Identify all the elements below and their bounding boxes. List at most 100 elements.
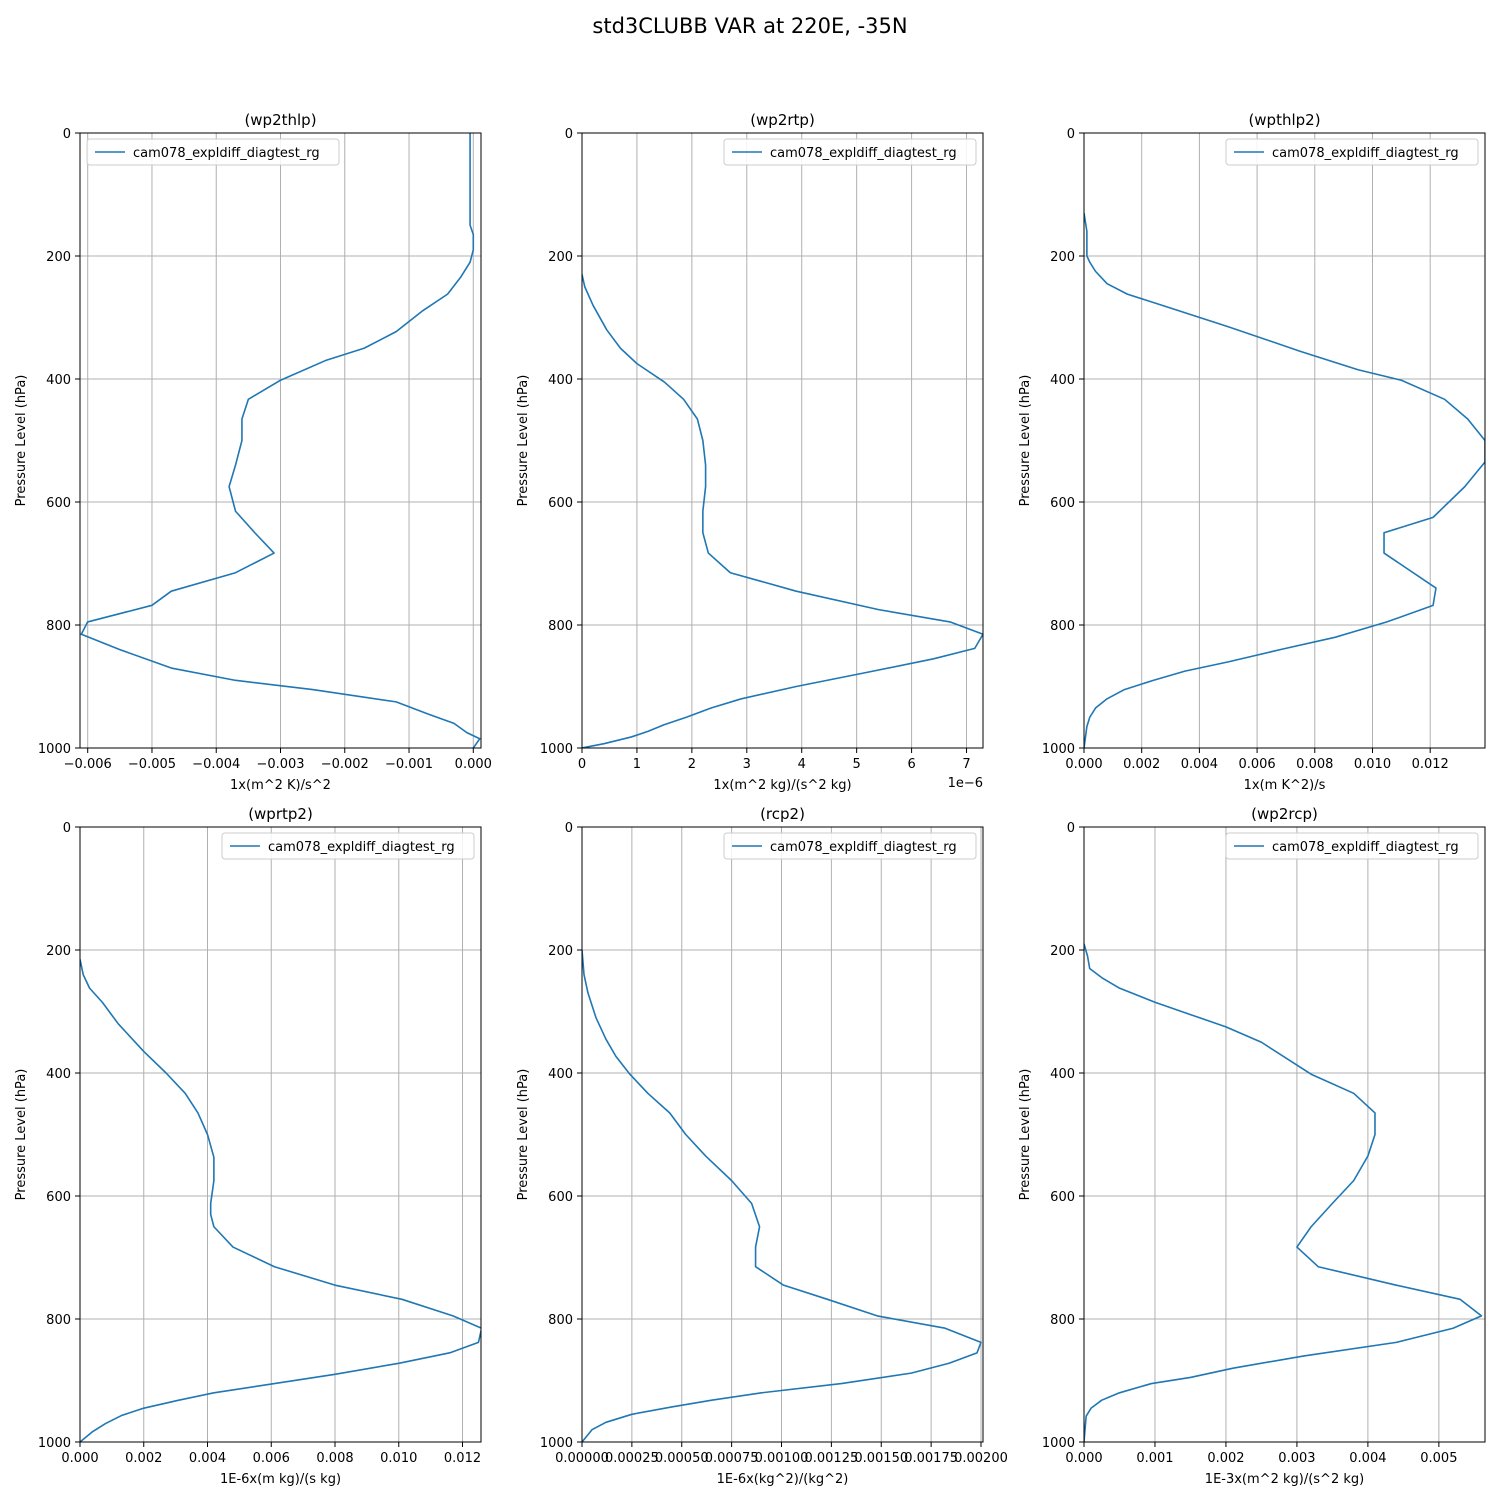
x-axis-label: 1E-6x(kg^2)/(kg^2) xyxy=(717,1472,849,1487)
x-tick-label: 0.006 xyxy=(1238,757,1275,772)
subplot-4: 0.000 0.002 0.004 0.006 0.008 0.010 0.012 0 200 4… xyxy=(14,805,482,1487)
y-axis-label: Pressure Level (hPa) xyxy=(1018,1069,1033,1201)
subplot-5: 0.000000.000250.000500.000750.001000.001… xyxy=(516,805,1008,1487)
y-tick-label: 0 xyxy=(565,821,573,836)
y-tick-label: 800 xyxy=(46,619,71,634)
x-tick-label: 0.00125 xyxy=(804,1451,858,1466)
y-axis-label: Pressure Level (hPa) xyxy=(14,375,29,507)
subplot-title: (rcp2) xyxy=(760,805,805,823)
axes-frame xyxy=(1083,132,1486,749)
x-tick-label: 0.004 xyxy=(1349,1451,1386,1466)
y-tick-label: 600 xyxy=(46,1190,71,1205)
subplot-title: (wpthlp2) xyxy=(1248,111,1320,129)
x-tick-label: 0.005 xyxy=(1420,1451,1457,1466)
y-tick-label: 800 xyxy=(1050,1313,1075,1328)
y-tick-label: 0 xyxy=(63,127,71,142)
y-tick-label: 1000 xyxy=(540,742,573,757)
legend-label: cam078_expldiff_diagtest_rg xyxy=(770,146,957,161)
x-tick-label: 0.00050 xyxy=(655,1451,709,1466)
y-tick-label: 600 xyxy=(1050,1190,1075,1205)
y-tick-label: 1000 xyxy=(540,1436,573,1451)
y-tick-label: 800 xyxy=(548,619,573,634)
subplot-title: (wp2thlp) xyxy=(244,111,316,129)
y-tick-label: 800 xyxy=(1050,619,1075,634)
y-tick-label: 600 xyxy=(1050,496,1075,511)
legend-box xyxy=(221,832,475,860)
y-tick-label: 0 xyxy=(565,127,573,142)
y-tick-label: 1000 xyxy=(38,742,71,757)
legend: cam078_expldiff_diagtest_rg xyxy=(221,832,475,860)
subplot-2: 0 1 2 3 4 5 6 7 0 200 400 600 800 1000 (wp2rtp) 1x(m^2 … xyxy=(516,111,984,793)
x-tick-label: −0.004 xyxy=(192,757,240,772)
x-tick-label: 0.010 xyxy=(380,1451,417,1466)
x-tick-label: 0.004 xyxy=(189,1451,226,1466)
x-tick-label: 0.002 xyxy=(125,1451,162,1466)
legend-label: cam078_expldiff_diagtest_rg xyxy=(133,146,320,161)
x-tick-label: 0.008 xyxy=(1296,757,1333,772)
y-axis-label: Pressure Level (hPa) xyxy=(516,375,531,507)
x-tick-label: 0.00075 xyxy=(705,1451,759,1466)
subplot-title: (wp2rcp) xyxy=(1251,805,1318,823)
y-tick-label: 200 xyxy=(46,944,71,959)
y-tick-label: 200 xyxy=(548,250,573,265)
legend-box xyxy=(1225,138,1479,166)
x-tick-label: 0.010 xyxy=(1354,757,1391,772)
y-tick-label: 600 xyxy=(548,1190,573,1205)
y-tick-label: 1000 xyxy=(38,1436,71,1451)
x-tick-label: 0.000 xyxy=(1065,1451,1102,1466)
subplot-1: −0.006 −0.005 −0.004 −0.003 −0.002 −0.001 0.00… xyxy=(14,111,492,793)
x-axis-label: 1E-6x(m kg)/(s kg) xyxy=(220,1472,341,1487)
x-axis-label: 1x(m K^2)/s xyxy=(1244,778,1326,793)
x-tick-label: 0.002 xyxy=(1123,757,1160,772)
subplot-title: (wp2rtp) xyxy=(750,111,815,129)
x-tick-label: 0.000 xyxy=(455,757,492,772)
y-axis-label: Pressure Level (hPa) xyxy=(14,1069,29,1201)
y-axis-label: Pressure Level (hPa) xyxy=(516,1069,531,1201)
x-tick-label: −0.003 xyxy=(256,757,304,772)
series-line xyxy=(1084,212,1485,748)
x-tick-label: 0.012 xyxy=(444,1451,481,1466)
y-tick-label: 400 xyxy=(1050,373,1075,388)
legend-label: cam078_expldiff_diagtest_rg xyxy=(1272,840,1459,855)
legend: cam078_expldiff_diagtest_rg xyxy=(86,138,340,166)
x-tick-label: 7 xyxy=(962,757,970,772)
y-tick-label: 400 xyxy=(1050,1067,1075,1082)
y-tick-label: 200 xyxy=(1050,944,1075,959)
x-tick-label: 0.000 xyxy=(1065,757,1102,772)
x-tick-label: −0.001 xyxy=(385,757,433,772)
y-tick-label: 1000 xyxy=(1042,742,1075,757)
legend: cam078_expldiff_diagtest_rg xyxy=(1225,138,1479,166)
axes-frame xyxy=(79,132,482,749)
x-tick-label: 0.008 xyxy=(316,1451,353,1466)
series-line xyxy=(80,133,481,748)
x-tick-label: 1 xyxy=(633,757,641,772)
axes-frame xyxy=(581,826,984,1443)
legend: cam078_expldiff_diagtest_rg xyxy=(1225,832,1479,860)
legend-box xyxy=(86,138,340,166)
x-axis-label: 1x(m^2 kg)/(s^2 kg) xyxy=(713,778,851,793)
y-tick-label: 1000 xyxy=(1042,1436,1075,1451)
subplot-title: (wprtp2) xyxy=(248,805,313,823)
y-tick-label: 0 xyxy=(1067,821,1075,836)
y-tick-label: 600 xyxy=(548,496,573,511)
x-tick-label: 0.00000 xyxy=(555,1451,609,1466)
x-tick-label: 3 xyxy=(743,757,751,772)
x-tick-label: 0.004 xyxy=(1181,757,1218,772)
y-tick-label: 800 xyxy=(548,1313,573,1328)
x-tick-label: 0.00100 xyxy=(755,1451,809,1466)
x-tick-label: −0.006 xyxy=(64,757,112,772)
legend-box xyxy=(723,832,977,860)
y-tick-label: 200 xyxy=(548,944,573,959)
y-tick-label: 200 xyxy=(46,250,71,265)
legend: cam078_expldiff_diagtest_rg xyxy=(723,832,977,860)
axes-frame xyxy=(581,132,984,749)
figure-title: std3CLUBB VAR at 220E, -35N xyxy=(592,14,908,38)
series-line xyxy=(1084,943,1483,1442)
x-tick-label: 0.000 xyxy=(61,1451,98,1466)
y-axis-label: Pressure Level (hPa) xyxy=(1018,375,1033,507)
series-line xyxy=(80,959,481,1442)
x-tick-label: 2 xyxy=(688,757,696,772)
legend-label: cam078_expldiff_diagtest_rg xyxy=(268,840,455,855)
x-axis-label: 1x(m^2 K)/s^2 xyxy=(230,778,331,793)
